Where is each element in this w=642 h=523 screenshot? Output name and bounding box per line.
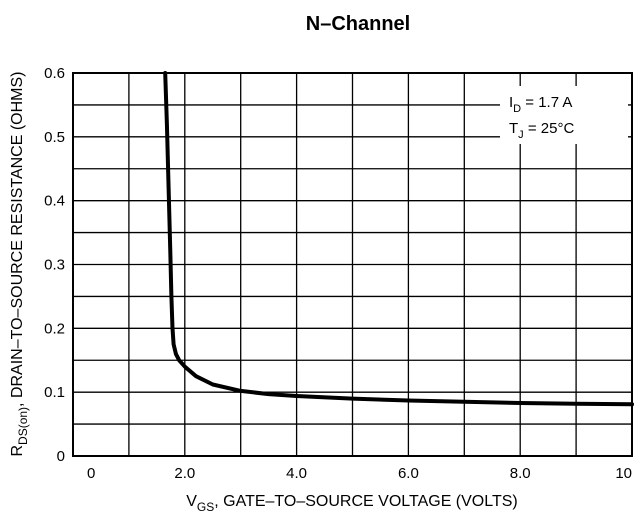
annotation-id: ID = 1.7 A xyxy=(509,94,572,115)
series-line xyxy=(163,71,634,407)
x-tick-label: 2.0 xyxy=(174,465,195,482)
legend-box: ID = 1.7 A TJ = 25°C xyxy=(500,86,628,144)
x-tick-label: 0 xyxy=(87,465,95,482)
x-tick-label: 10 xyxy=(615,465,632,482)
x-axis-label: VGS, GATE–TO–SOURCE VOLTAGE (VOLTS) xyxy=(186,493,517,514)
y-axis-label: RDS(on), DRAIN–TO–SOURCE RESISTANCE (OHM… xyxy=(9,71,30,456)
y-tick-label: 0.5 xyxy=(44,129,65,146)
grid-lines xyxy=(73,73,632,456)
y-tick-labels: 0 0.1 0.2 0.3 0.4 0.5 0.6 xyxy=(44,65,65,465)
x-tick-labels: 0 2.0 4.0 6.0 8.0 10 xyxy=(87,465,632,482)
x-tick-label: 8.0 xyxy=(510,465,531,482)
y-tick-label: 0.2 xyxy=(44,320,65,337)
y-tick-label: 0.1 xyxy=(44,384,65,401)
annotation-box xyxy=(500,86,628,144)
y-tick-label: 0.6 xyxy=(44,65,65,82)
y-tick-label: 0 xyxy=(57,448,65,465)
chart-title: N–Channel xyxy=(306,13,410,35)
y-tick-label: 0.4 xyxy=(44,193,65,210)
x-tick-label: 4.0 xyxy=(286,465,307,482)
y-tick-label: 0.3 xyxy=(44,257,65,274)
plot-frame xyxy=(72,72,633,457)
x-tick-label: 6.0 xyxy=(398,465,419,482)
annotation-tj: TJ = 25°C xyxy=(509,120,574,141)
